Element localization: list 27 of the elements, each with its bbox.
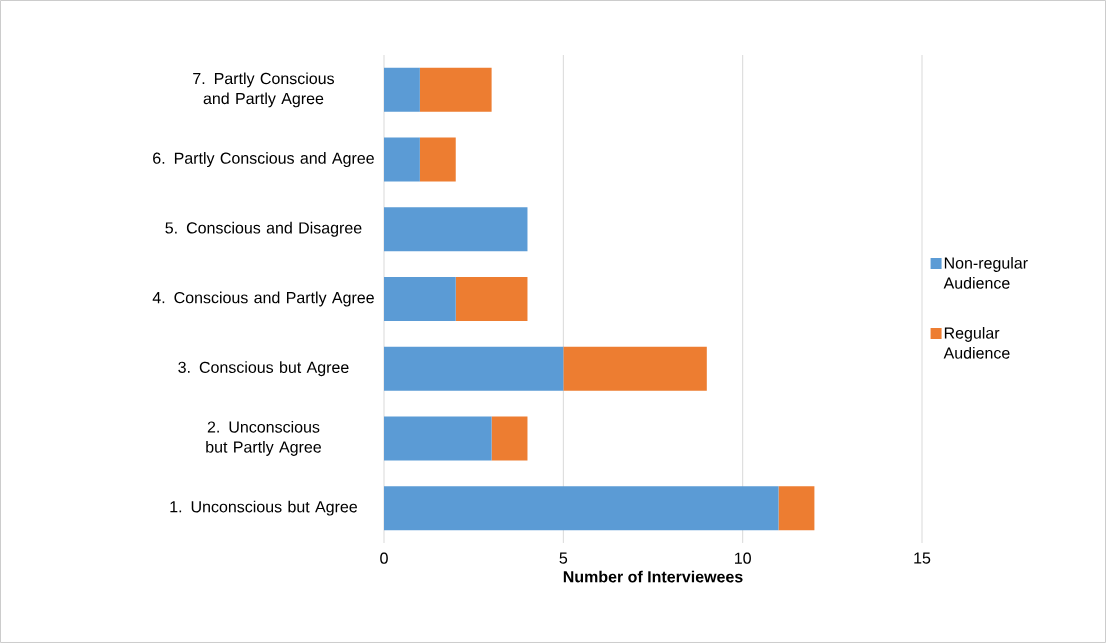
x-tick-label: 10 bbox=[735, 552, 751, 564]
bar bbox=[384, 137, 420, 182]
bar bbox=[384, 416, 492, 461]
bar bbox=[384, 207, 528, 252]
bar bbox=[491, 416, 528, 461]
bar bbox=[384, 276, 456, 321]
bar bbox=[384, 486, 779, 531]
bar bbox=[563, 346, 707, 391]
x-tick-label: 15 bbox=[914, 552, 931, 564]
y-tick-label: 7. Partly Conscious and Partly Agree bbox=[193, 72, 335, 108]
bar bbox=[419, 137, 456, 182]
legend-label: Non-regular Audience bbox=[943, 257, 1028, 289]
y-tick-label: 6. Partly Conscious and Agree bbox=[153, 152, 374, 168]
bar bbox=[384, 67, 420, 112]
y-tick-label: 2. Unconscious but Partly Agree bbox=[206, 420, 321, 456]
bar bbox=[778, 486, 815, 531]
bar bbox=[419, 67, 492, 112]
x-tick-label: 0 bbox=[380, 552, 388, 564]
bar bbox=[384, 346, 564, 391]
x-axis-title: Number of Interviewees bbox=[563, 570, 743, 583]
y-tick-label: 4. Conscious and Partly Agree bbox=[152, 291, 374, 307]
y-tick-label: 5. Conscious and Disagree bbox=[165, 221, 362, 237]
y-tick-label: 1. Unconscious but Agree bbox=[170, 500, 357, 516]
bar bbox=[455, 276, 528, 321]
y-tick-label: 3. Conscious but Agree bbox=[178, 361, 349, 377]
legend-label: Regular Audience bbox=[943, 326, 1010, 359]
x-tick-label: 5 bbox=[559, 552, 568, 564]
